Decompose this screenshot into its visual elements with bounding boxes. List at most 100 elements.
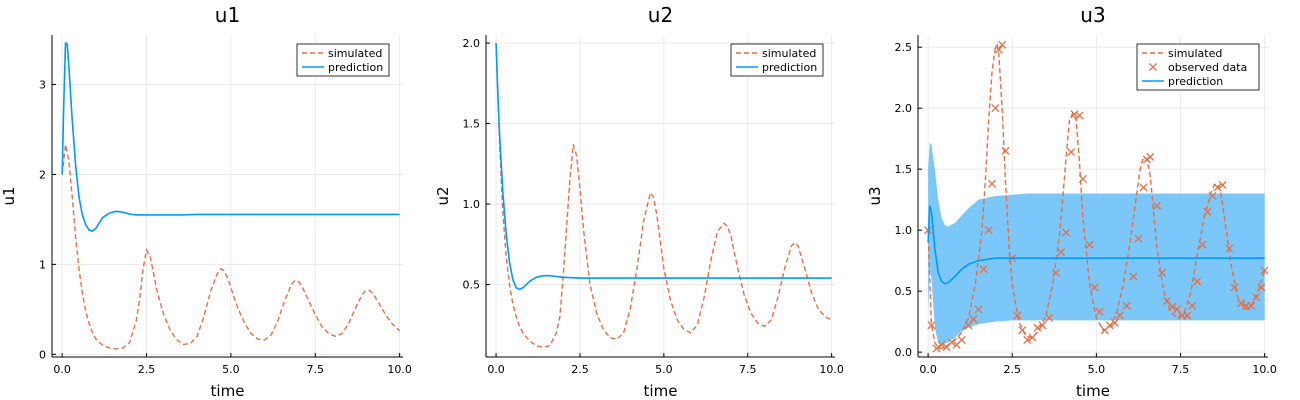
- legend-label: simulated: [328, 47, 382, 60]
- observed-data-point: [991, 104, 1000, 113]
- y-tick-label: 0.0: [895, 346, 913, 359]
- observed-data-point: [927, 321, 936, 330]
- observed-data-point: [1038, 321, 1047, 330]
- observed-data-point: [1142, 155, 1151, 164]
- observed-data-point: [1134, 234, 1143, 243]
- subplot-u3: 0.0 2.5 5.0 7.5 10.0 0.0 0.5 1.0 1.5 2.0 2.5 u3 time…: [866, 3, 1277, 400]
- legend-label: prediction: [328, 61, 383, 74]
- observed-data-point: [1001, 146, 1010, 155]
- observed-data-point: [1230, 283, 1239, 292]
- observed-data-point: [957, 335, 966, 344]
- observed-data-point: [1146, 152, 1155, 162]
- observed-data-point: [1218, 180, 1227, 190]
- observed-data-point: [1115, 311, 1124, 320]
- y-tick-label: 1: [39, 258, 46, 271]
- plot-area: [61, 41, 401, 350]
- observed-data-point: [1157, 268, 1167, 277]
- observed-data-point: [1090, 283, 1099, 292]
- series-simulated-line: [927, 43, 1266, 350]
- observed-data-point: [964, 321, 973, 330]
- y-tick-label: 0.5: [895, 285, 913, 298]
- observed-data-point: [1139, 183, 1148, 192]
- x-tick-label: 2.5: [1003, 363, 1021, 376]
- y-tick-label: 3: [39, 78, 46, 91]
- observed-data-point: [1193, 277, 1202, 286]
- x-tick-label: 10.0: [1252, 363, 1277, 376]
- y-tick-label: 0.5: [463, 279, 481, 292]
- subplot-u2: 0.0 2.5 5.0 7.5 10.0 0.5 1.0 1.5 2.0 u2 time u2 simu…: [434, 3, 844, 400]
- observed-data-point: [1173, 305, 1182, 314]
- x-axis-label: time: [644, 382, 678, 400]
- y-tick-label: 2.5: [895, 41, 913, 54]
- observed-data-point: [1105, 321, 1114, 330]
- prediction-band: [928, 142, 1265, 345]
- x-axis-label: time: [211, 382, 245, 400]
- x-tick-label: 10.0: [387, 363, 412, 376]
- observed-data-point: [1122, 301, 1131, 310]
- x-tick-label: 5.0: [1088, 363, 1106, 376]
- observed-data-point: [1078, 174, 1087, 183]
- observed-data-point: [994, 45, 1003, 54]
- observed-data-point: [1237, 299, 1246, 308]
- y-tick-label: 1.5: [463, 118, 481, 131]
- x-tick-label: 7.5: [739, 363, 757, 376]
- legend-box: [730, 43, 824, 77]
- observed-data-point: [1183, 311, 1192, 320]
- x-tick-label: 10.0: [819, 363, 844, 376]
- y-tick-label: 1.5: [895, 163, 913, 176]
- observed-data-point: [1070, 110, 1079, 119]
- observed-data-point: [1213, 183, 1222, 192]
- x-tick-label: 0.0: [487, 363, 505, 376]
- observed-data-point: [1129, 272, 1138, 281]
- observed-data-point: [1252, 293, 1261, 302]
- legend-swatch-observed: [1148, 62, 1158, 72]
- y-tick-label: 2.0: [463, 37, 481, 50]
- observed-data-point: [1095, 307, 1104, 316]
- observed-data-point: [979, 265, 988, 274]
- legend-label: prediction: [1168, 75, 1223, 88]
- chart-title: u2: [648, 3, 673, 27]
- observed-data-point: [1075, 111, 1084, 120]
- legend-label: simulated: [762, 47, 816, 60]
- y-axis-label: u1: [0, 186, 18, 205]
- observed-data-point: [1051, 268, 1061, 277]
- series-prediction-line: [61, 41, 400, 232]
- observed-data-point: [1023, 335, 1032, 344]
- legend-label: simulated: [1168, 47, 1222, 60]
- plot-area: [924, 40, 1268, 353]
- observed-data-point: [1085, 240, 1094, 249]
- observed-data-point: [969, 315, 978, 324]
- chart-title: u1: [215, 3, 240, 27]
- observed-data-point: [974, 305, 983, 314]
- chart-title: u3: [1080, 3, 1105, 27]
- observed-data-point: [987, 179, 997, 188]
- observed-data-point: [1045, 313, 1054, 323]
- legend-label: prediction: [762, 61, 817, 74]
- x-tick-label: 5.0: [222, 363, 240, 376]
- subplot-u1: 0.0 2.5 5.0 7.5 10.0 0 1 2 3 u1 time u1 simulatedpre…: [0, 3, 412, 400]
- y-tick-label: 1.0: [463, 198, 481, 211]
- observed-data-point: [1203, 207, 1212, 216]
- y-axis-label: u3: [866, 186, 884, 205]
- x-tick-label: 0.0: [53, 363, 71, 376]
- legend-box: [1136, 43, 1260, 91]
- observed-data-point: [932, 344, 941, 353]
- x-tick-label: 5.0: [655, 363, 673, 376]
- x-tick-label: 7.5: [307, 363, 325, 376]
- observed-data-point: [998, 40, 1007, 49]
- observed-data-point: [1152, 201, 1161, 210]
- y-tick-label: 2.0: [895, 102, 913, 115]
- legend-box: [296, 43, 390, 77]
- observed-data-point: [1198, 240, 1207, 249]
- observed-data-point: [1062, 228, 1071, 237]
- x-tick-label: 2.5: [138, 363, 156, 376]
- x-tick-label: 7.5: [1172, 363, 1190, 376]
- series-prediction-line: [495, 43, 832, 291]
- observed-data-point: [1260, 266, 1268, 275]
- observed-data-point: [937, 340, 946, 349]
- observed-data-point: [947, 338, 956, 347]
- legend-label: observed data: [1168, 61, 1247, 74]
- series-simulated-line: [495, 43, 832, 349]
- observed-data-point: [1208, 191, 1217, 201]
